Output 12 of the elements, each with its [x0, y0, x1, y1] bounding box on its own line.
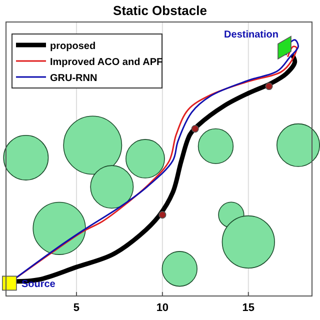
annotation: Destination	[224, 30, 278, 41]
point	[191, 125, 199, 133]
annotation: Source	[21, 279, 56, 290]
point	[265, 82, 273, 90]
legend-label: GRU-RNN	[50, 73, 98, 84]
x-tick-label: 5	[73, 302, 80, 314]
x-tick-label: 10	[156, 302, 169, 314]
chart-title: Static Obstacle	[113, 3, 207, 18]
legend-label: proposed	[50, 41, 96, 52]
point	[158, 211, 166, 219]
point	[2, 276, 17, 291]
x-tick-label: 15	[242, 302, 255, 314]
